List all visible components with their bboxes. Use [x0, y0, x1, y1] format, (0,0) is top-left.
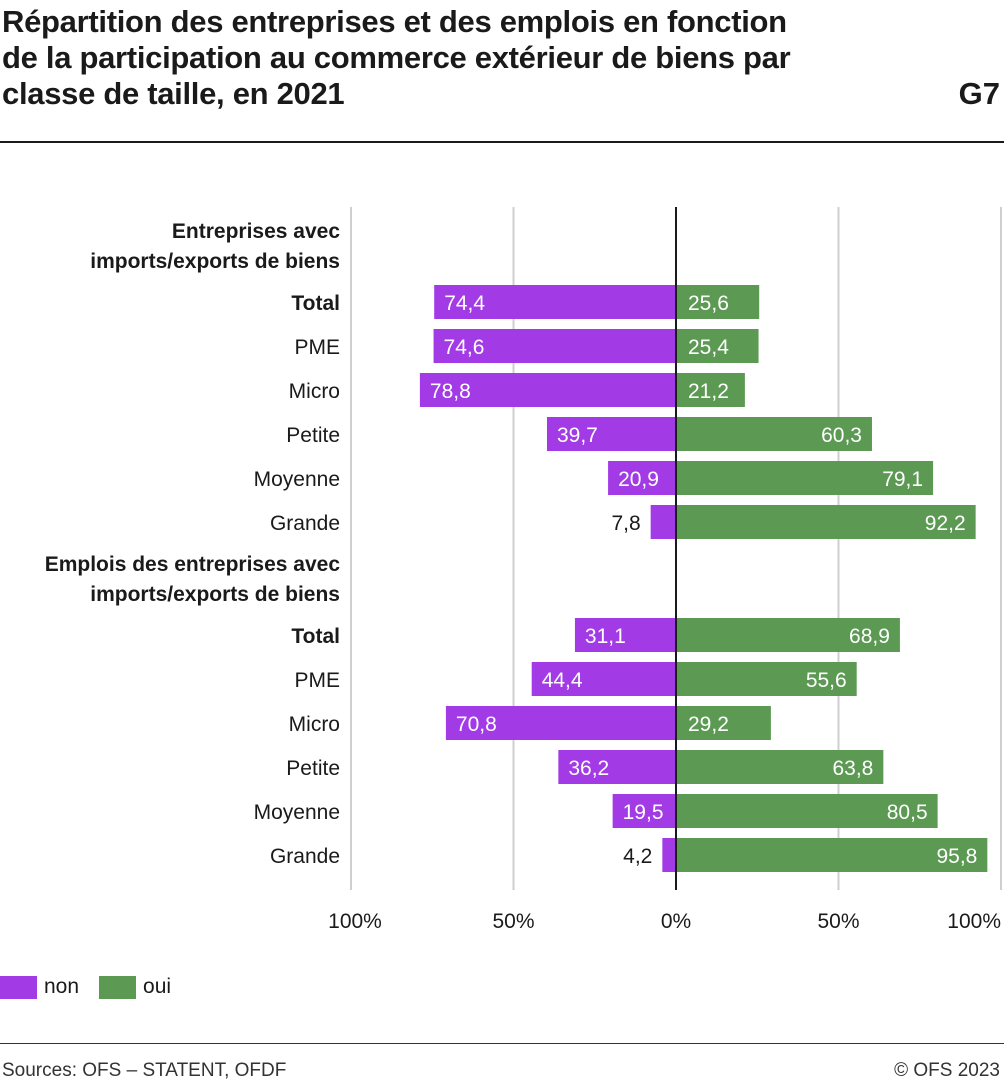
- data-label-oui: 60,3: [821, 424, 862, 447]
- bar-non: [531, 662, 676, 696]
- bar-oui: [676, 505, 976, 539]
- group-heading: Emplois des entreprises avec: [45, 553, 341, 576]
- data-label-non: 74,6: [444, 336, 485, 359]
- bar-non: [419, 373, 676, 407]
- copyright-note: © OFS 2023: [894, 1060, 1000, 1081]
- row-label: Total: [291, 292, 340, 315]
- data-label-non: 74,4: [444, 292, 485, 315]
- bar-non: [608, 461, 676, 495]
- diverging-bar-chart: Entreprises avec imports/exports de biens…: [45, 207, 1002, 933]
- bar-non: [445, 706, 676, 740]
- bar-non: [433, 329, 676, 363]
- bar-non: [546, 417, 676, 451]
- data-label-non: 4,2: [623, 845, 652, 868]
- bar-oui: [676, 461, 934, 495]
- data-label-non: 31,1: [585, 625, 626, 648]
- row-label: PME: [294, 669, 340, 692]
- chart-legend: non oui: [0, 974, 191, 1000]
- row-label: Petite: [286, 424, 340, 447]
- chart-title-line: classe de taille, en 2021: [2, 76, 345, 111]
- bar-oui: [676, 838, 988, 872]
- row-label: Grande: [270, 512, 340, 535]
- source-note: Sources: OFS – STATENT, OFDF: [2, 1060, 287, 1081]
- bar-oui: [676, 750, 884, 784]
- bar-oui: [676, 662, 857, 696]
- legend-swatch-oui: [99, 975, 137, 999]
- header-rule: [0, 141, 1004, 143]
- data-label-oui: 92,2: [925, 512, 966, 535]
- bar-oui: [676, 285, 760, 319]
- legend-item-oui: oui: [99, 975, 171, 999]
- legend-label-non: non: [44, 975, 80, 998]
- bar-oui: [676, 329, 759, 363]
- data-label-oui: 25,6: [688, 292, 729, 315]
- data-label-non: 36,2: [568, 757, 609, 780]
- x-tick-label: 100%: [328, 910, 382, 933]
- bar-non: [612, 794, 676, 828]
- figure-id: G7: [958, 76, 1000, 111]
- x-tick-label: 100%: [947, 910, 1001, 933]
- bar-non: [434, 285, 676, 319]
- data-label-oui: 21,2: [688, 380, 729, 403]
- data-label-oui: 25,4: [688, 336, 729, 359]
- data-label-oui: 95,8: [936, 845, 977, 868]
- group-heading: imports/exports de biens: [90, 250, 340, 273]
- data-label-non: 44,4: [542, 669, 583, 692]
- row-label: Grande: [270, 845, 340, 868]
- bar-oui: [676, 794, 938, 828]
- x-tick-label: 0%: [661, 910, 691, 933]
- bar-non: [662, 838, 676, 872]
- row-label: Moyenne: [254, 468, 340, 491]
- legend-label-oui: oui: [143, 975, 172, 998]
- footer-rule: [0, 1043, 1004, 1044]
- data-label-non: 7,8: [611, 512, 640, 535]
- bar-non: [650, 505, 676, 539]
- data-label-non: 20,9: [618, 468, 659, 491]
- row-label: Petite: [286, 757, 340, 780]
- row-label: PME: [294, 336, 340, 359]
- group-heading: imports/exports de biens: [90, 583, 340, 606]
- row-label: Micro: [289, 713, 340, 736]
- bar-non: [574, 618, 676, 652]
- chart-title: Répartition des entreprises et des emplo…: [2, 4, 882, 112]
- bar-non: [558, 750, 676, 784]
- bar-oui: [676, 706, 771, 740]
- x-tick-label: 50%: [492, 910, 534, 933]
- data-label-oui: 68,9: [849, 625, 890, 648]
- chart-title-line: de la participation au commerce extérieu…: [2, 40, 791, 75]
- legend-swatch-non: [0, 975, 37, 999]
- data-label-non: 19,5: [623, 801, 664, 824]
- row-label: Total: [291, 625, 340, 648]
- data-label-oui: 63,8: [832, 757, 873, 780]
- bar-oui: [676, 417, 872, 451]
- data-label-non: 78,8: [430, 380, 471, 403]
- bar-oui: [676, 618, 900, 652]
- group-heading: Entreprises avec: [172, 220, 340, 243]
- row-label: Micro: [289, 380, 340, 403]
- chart-title-line: Répartition des entreprises et des emplo…: [2, 4, 787, 39]
- data-label-oui: 29,2: [688, 713, 729, 736]
- legend-item-non: non: [0, 975, 79, 999]
- data-label-non: 39,7: [557, 424, 598, 447]
- x-tick-label: 50%: [817, 910, 859, 933]
- data-label-oui: 80,5: [887, 801, 928, 824]
- data-label-non: 70,8: [456, 713, 497, 736]
- bar-oui: [676, 373, 745, 407]
- data-label-oui: 55,6: [806, 669, 847, 692]
- data-label-oui: 79,1: [882, 468, 923, 491]
- row-label: Moyenne: [254, 801, 340, 824]
